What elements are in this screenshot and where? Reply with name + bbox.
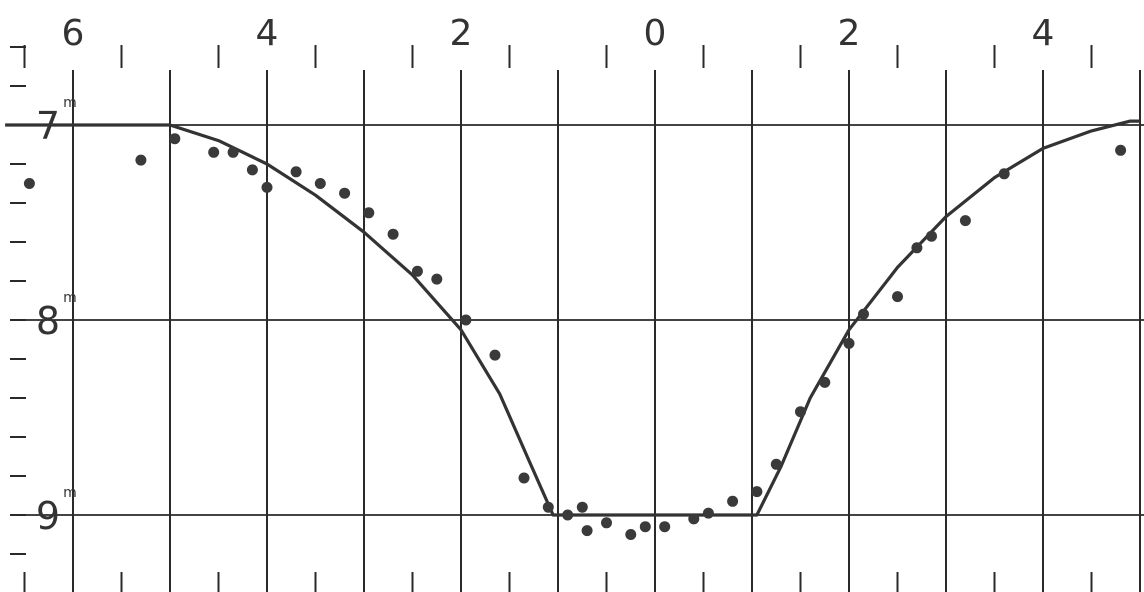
data-point	[795, 406, 806, 418]
x-tick-label: 2	[450, 13, 473, 54]
y-axis-ticks	[10, 46, 26, 555]
data-point	[751, 486, 763, 498]
data-point	[926, 230, 937, 242]
data-point	[208, 146, 220, 158]
fitted-curve	[5, 119, 1140, 517]
data-point	[770, 458, 782, 470]
y-tick-label: 9	[36, 494, 60, 538]
data-point	[892, 291, 903, 303]
data-point	[998, 168, 1010, 180]
data-point	[542, 501, 554, 513]
x-tick-label: 4	[256, 13, 279, 54]
data-point	[518, 472, 530, 484]
y-tick-label-unit: m	[63, 485, 77, 501]
data-point	[1115, 144, 1127, 156]
data-point	[23, 178, 35, 189]
data-point	[959, 215, 971, 227]
data-point	[431, 273, 443, 285]
data-point	[411, 265, 423, 277]
data-point	[562, 509, 574, 521]
data-point	[688, 513, 700, 525]
data-point	[363, 207, 375, 219]
data-point	[639, 521, 651, 533]
y-tick-label: 8	[36, 299, 60, 343]
data-point	[911, 242, 923, 254]
data-point	[843, 337, 855, 349]
data-point	[659, 521, 671, 533]
data-point	[858, 308, 869, 320]
data-point	[460, 314, 472, 326]
x-tick-label: 6	[62, 13, 85, 54]
data-point	[227, 146, 239, 158]
data-point	[489, 349, 501, 361]
data-point	[246, 164, 258, 176]
x-tick-label: 4	[1032, 13, 1055, 54]
data-point	[625, 529, 637, 540]
data-point	[290, 166, 302, 178]
data-point	[314, 178, 326, 189]
x-axis-ticks	[23, 45, 1093, 592]
x-tick-label: 0	[644, 13, 667, 54]
data-point	[169, 133, 181, 145]
grid	[15, 70, 1144, 592]
data-point	[601, 517, 612, 529]
data-point	[819, 376, 831, 388]
data-point	[135, 154, 147, 166]
y-tick-label-unit: m	[63, 95, 77, 111]
data-point	[387, 228, 399, 240]
data-point	[581, 525, 593, 537]
data-points	[23, 133, 1127, 540]
data-point	[576, 501, 588, 513]
data-point	[339, 187, 351, 199]
y-tick-label-unit: m	[63, 290, 77, 306]
x-tick-label: 2	[838, 13, 861, 54]
x-axis-labels: 6 4 2 0 2 4	[62, 13, 1055, 54]
data-point	[261, 181, 273, 193]
data-point	[727, 495, 739, 507]
data-point	[702, 507, 714, 519]
